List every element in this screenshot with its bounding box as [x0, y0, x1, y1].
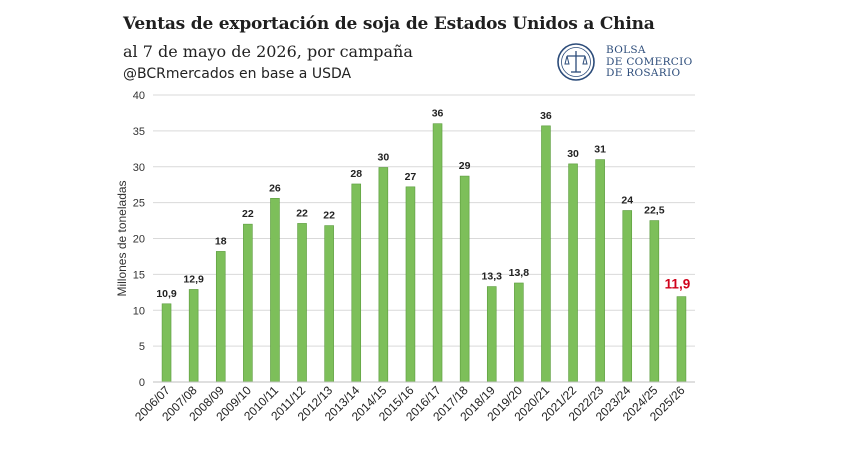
- y-tick-label: 25: [133, 198, 145, 210]
- bar: [459, 175, 470, 383]
- data-label: 13,3: [482, 271, 503, 283]
- chart-source: @BCRmercados en base a USDA: [123, 66, 352, 82]
- logo-text: BOLSA DE COMERCIO DE ROSARIO: [606, 44, 693, 80]
- data-label: 36: [432, 108, 444, 120]
- y-tick-label: 20: [133, 234, 145, 246]
- chart-subtitle: al 7 de mayo de 2026, por campaña: [123, 42, 413, 61]
- data-label: 22: [296, 207, 308, 219]
- bar: [270, 198, 280, 383]
- bar: [161, 303, 172, 383]
- bar: [568, 163, 578, 383]
- bar: [243, 223, 253, 383]
- bar: [405, 186, 416, 383]
- bar: [432, 123, 443, 383]
- chart-title: Ventas de exportación de soja de Estados…: [123, 14, 655, 34]
- bar: [486, 286, 497, 383]
- data-label: 11,9: [665, 277, 691, 292]
- data-label: 22,5: [644, 205, 665, 217]
- y-tick-label: 10: [133, 305, 145, 317]
- data-label: 18: [215, 235, 227, 247]
- data-label: 31: [594, 144, 606, 156]
- bar: [215, 251, 226, 383]
- y-tick-label: 30: [133, 162, 145, 174]
- data-label: 24: [621, 195, 633, 207]
- y-tick-label: 0: [139, 377, 145, 389]
- data-label: 30: [567, 148, 579, 160]
- bcr-seal-icon: [557, 43, 595, 81]
- data-label: 26: [269, 182, 281, 194]
- data-label: 27: [405, 171, 417, 183]
- bar: [297, 223, 307, 383]
- bar: [676, 296, 687, 383]
- bar: [351, 183, 362, 383]
- y-tick-label: 40: [133, 90, 145, 102]
- data-label: 22: [242, 208, 254, 220]
- bcr-logo: BOLSA DE COMERCIO DE ROSARIO: [556, 42, 706, 82]
- bar: [595, 159, 605, 383]
- bar: [622, 210, 633, 383]
- data-label: 22: [323, 210, 335, 222]
- bar: [378, 167, 389, 383]
- data-label: 10,9: [156, 288, 177, 300]
- bar: [514, 282, 524, 383]
- y-tick-label: 35: [133, 126, 145, 138]
- bar: [541, 125, 551, 383]
- data-label: 28: [350, 168, 362, 180]
- bar: [188, 289, 199, 383]
- y-axis-label: Millones de toneladas: [115, 180, 129, 296]
- y-tick-label: 5: [139, 341, 145, 353]
- data-label: 12,9: [183, 273, 204, 285]
- data-label: 30: [378, 151, 390, 163]
- logo-line-2: DE COMERCIO: [606, 55, 693, 68]
- logo-line-1: BOLSA: [606, 44, 646, 56]
- bar: [324, 225, 334, 383]
- logo-line-3: DE ROSARIO: [606, 67, 681, 79]
- y-tick-label: 15: [133, 269, 145, 281]
- bar: [649, 220, 660, 383]
- data-label: 36: [540, 110, 552, 122]
- data-label: 13,8: [509, 267, 530, 279]
- data-label: 29: [459, 160, 471, 172]
